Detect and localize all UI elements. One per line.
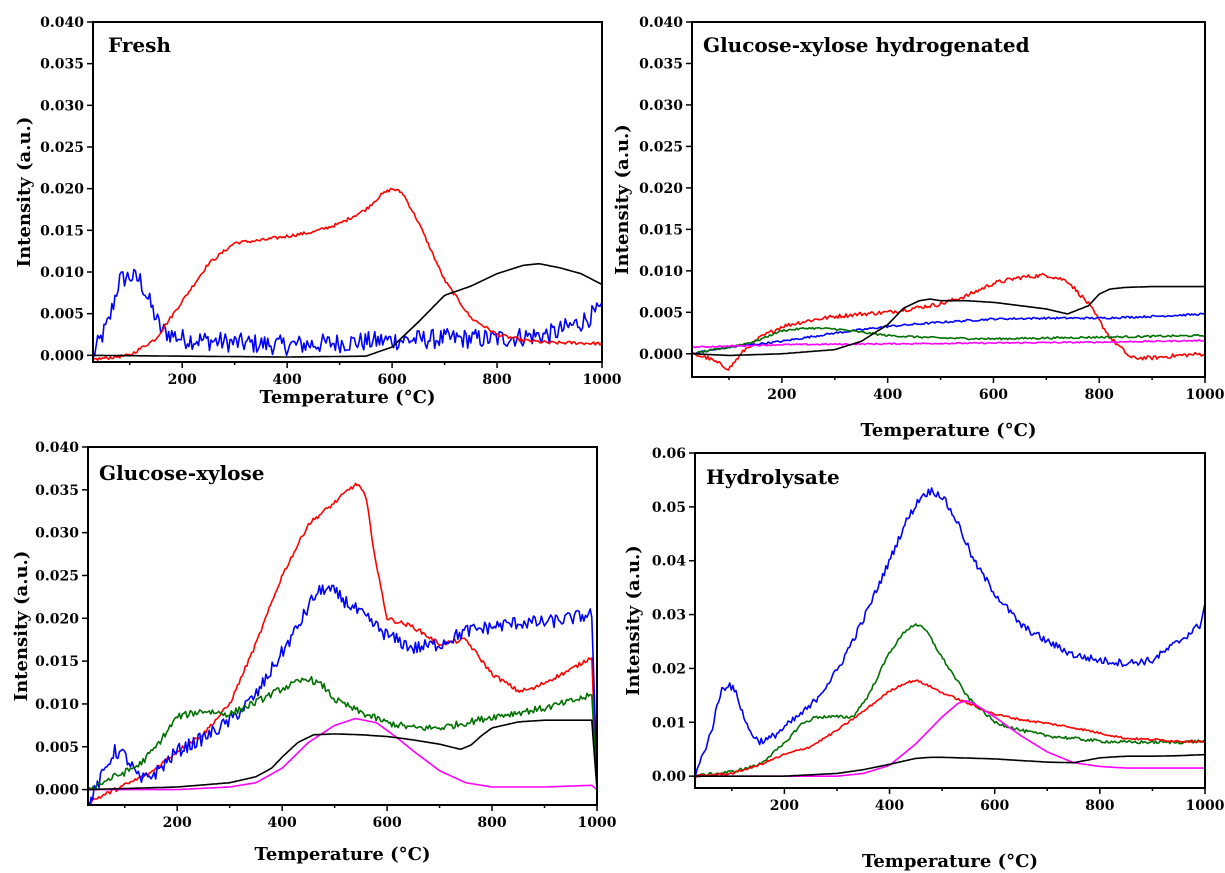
series-line-2	[88, 675, 597, 793]
series-line-2	[93, 262, 602, 358]
panel-title: Glucose-xylose hydrogenated	[703, 33, 1030, 57]
x-tick-label: 600	[980, 798, 1009, 814]
x-axis-title: Temperature (°C)	[861, 420, 1037, 441]
series-line-4	[692, 285, 1205, 357]
y-axis-title: Intensity (a.u.)	[612, 124, 633, 275]
y-tick-label: 0.015	[40, 223, 84, 239]
y-tick-label: 0.000	[40, 348, 84, 364]
x-tick-label: 400	[875, 798, 904, 814]
y-tick-label: 0.005	[639, 305, 683, 321]
x-axis-title: Temperature (°C)	[260, 387, 436, 408]
panel-glucose-xylose: 200 400 600 800 1000 0.000 0.005 0.010 0.015 0.02…	[11, 440, 617, 865]
y-tick-label: 0.035	[40, 57, 84, 73]
series-line-0	[93, 268, 602, 357]
series-line-4	[88, 719, 597, 791]
y-tick-label: 0.040	[35, 440, 79, 456]
series-line-3	[88, 717, 597, 791]
y-tick-label: 0.015	[639, 222, 683, 238]
series-line-0	[88, 482, 597, 805]
y-tick-label: 0.025	[35, 568, 79, 584]
x-tick-label: 1000	[578, 815, 617, 831]
y-tick-label: 0.00	[652, 769, 686, 785]
y-tick-label: 0.000	[639, 347, 683, 363]
x-tick-label: 400	[268, 815, 297, 831]
panel-glucose-xylose-hydrogenated: 200 400 600 800 1000 0.000 0.005 0.010 0.015 0.02…	[612, 15, 1225, 441]
series-line-3	[692, 339, 1205, 349]
y-tick-label: 0.040	[639, 15, 683, 31]
y-tick-label: 0.020	[35, 611, 79, 627]
y-tick-label: 0.000	[35, 783, 79, 799]
plot-frame	[92, 21, 603, 363]
y-tick-label: 0.03	[652, 608, 686, 624]
y-tick-label: 0.030	[40, 98, 84, 114]
y-tick-label: 0.010	[639, 264, 683, 280]
series-line-2	[692, 326, 1205, 355]
y-tick-label: 0.035	[639, 56, 683, 72]
y-tick-label: 0.040	[40, 15, 84, 31]
y-tick-label: 0.025	[639, 139, 683, 155]
x-tick-label: 600	[372, 815, 401, 831]
y-tick-label: 0.020	[40, 182, 84, 198]
x-tick-label: 600	[979, 387, 1008, 403]
y-tick-label: 0.05	[652, 500, 686, 516]
series-line-1	[692, 312, 1205, 355]
y-tick-label: 0.010	[35, 697, 79, 713]
series-line-4	[695, 753, 1205, 777]
plot-frame	[87, 446, 598, 806]
x-tick-label: 1000	[583, 372, 622, 388]
plot-frame	[694, 452, 1206, 789]
x-tick-label: 200	[770, 798, 799, 814]
x-axis-title: Temperature (°C)	[255, 844, 431, 865]
y-tick-label: 0.030	[639, 98, 683, 114]
y-tick-label: 0.005	[35, 740, 79, 756]
x-tick-label: 200	[163, 815, 192, 831]
y-tick-label: 0.005	[40, 307, 84, 323]
panel-fresh: 200 400 600 800 1000 0.000 0.005 0.010 0.015 0.02…	[14, 15, 622, 408]
y-tick-label: 0.01	[652, 715, 686, 731]
y-tick-label: 0.04	[652, 554, 686, 570]
plot-frame	[691, 21, 1206, 378]
series-line-1	[88, 584, 597, 805]
y-tick-label: 0.02	[652, 661, 686, 677]
series-line-0	[692, 272, 1205, 371]
y-tick-label: 0.030	[35, 526, 79, 542]
x-axis-title: Temperature (°C)	[862, 851, 1038, 872]
series-line-0	[695, 487, 1205, 779]
x-tick-label: 1000	[1186, 798, 1225, 814]
x-tick-label: 400	[873, 387, 902, 403]
y-tick-label: 0.010	[40, 265, 84, 281]
series-line-1	[695, 623, 1205, 778]
x-tick-label: 600	[377, 372, 406, 388]
y-tick-label: 0.035	[35, 483, 79, 499]
y-axis-title: Intensity (a.u.)	[11, 551, 32, 702]
panel-title: Hydrolysate	[706, 465, 840, 489]
x-tick-label: 200	[168, 372, 197, 388]
x-tick-label: 800	[477, 815, 506, 831]
x-tick-label: 400	[273, 372, 302, 388]
panel-hydrolysate: 200 400 600 800 1000 0.00 0.01 0.02 0.03 0.04 0.05…	[623, 446, 1225, 872]
y-tick-label: 0.020	[639, 181, 683, 197]
y-axis-title: Intensity (a.u.)	[623, 545, 644, 696]
series-line-2	[695, 679, 1205, 778]
y-axis-title: Intensity (a.u.)	[14, 117, 35, 268]
x-tick-label: 200	[767, 387, 796, 403]
y-tick-label: 0.015	[35, 654, 79, 670]
y-tick-label: 0.06	[652, 446, 686, 462]
x-tick-label: 800	[1085, 387, 1114, 403]
series-line-1	[93, 187, 602, 361]
panel-title: Glucose-xylose	[99, 461, 265, 485]
x-tick-label: 1000	[1186, 387, 1225, 403]
y-tick-label: 0.025	[40, 140, 84, 156]
panel-title: Fresh	[108, 33, 171, 57]
x-tick-label: 800	[482, 372, 511, 388]
x-tick-label: 800	[1085, 798, 1114, 814]
